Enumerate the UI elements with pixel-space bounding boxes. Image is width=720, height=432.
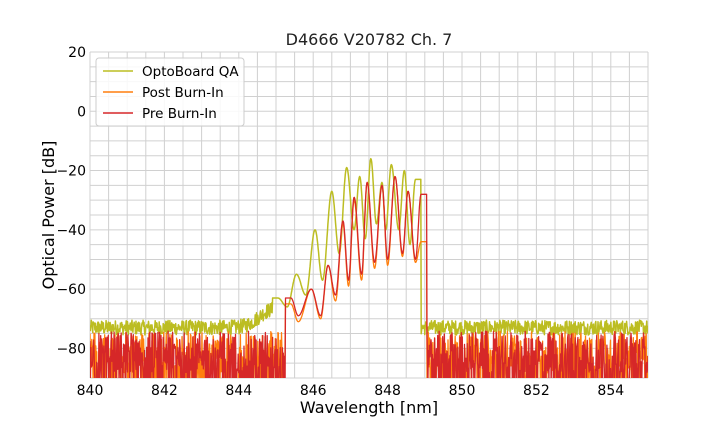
x-tick-label: 842 [151,383,178,399]
x-tick-label: 840 [77,383,104,399]
legend-label-optoboard-qa: OptoBoard QA [142,64,239,80]
x-tick-label: 854 [597,383,624,399]
series-line-optoboard-qa [90,157,648,336]
legend-box [95,57,245,127]
chart-title: D4666 V20782 Ch. 7 [286,30,453,49]
y-tick-label: −20 [56,164,86,180]
x-axis-title: Wavelength [nm] [300,398,438,417]
legend-label-pre-burn-in: Pre Burn-In [142,106,217,122]
x-tick-labels: 840 842 844 846 848 850 852 854 [77,383,625,399]
y-tick-labels: −80 −60 −40 −20 0 20 [56,45,86,357]
x-tick-label: 850 [449,383,476,399]
legend-label-post-burn-in: Post Burn-In [142,85,224,101]
y-axis-title: Optical Power [dB] [39,141,58,290]
x-tick-label: 846 [300,383,327,399]
legend: OptoBoard QA Post Burn-In Pre Burn-In [95,57,245,127]
x-tick-label: 852 [523,383,550,399]
series-line-pre-burn-in [90,175,648,378]
y-tick-label: 20 [68,45,86,61]
y-tick-label: −40 [56,223,86,239]
y-tick-label: −60 [56,282,86,298]
y-tick-label: 0 [77,104,86,120]
y-tick-label: −80 [56,341,86,357]
x-tick-label: 848 [374,383,401,399]
x-tick-label: 844 [225,383,252,399]
series-layer [90,157,648,378]
